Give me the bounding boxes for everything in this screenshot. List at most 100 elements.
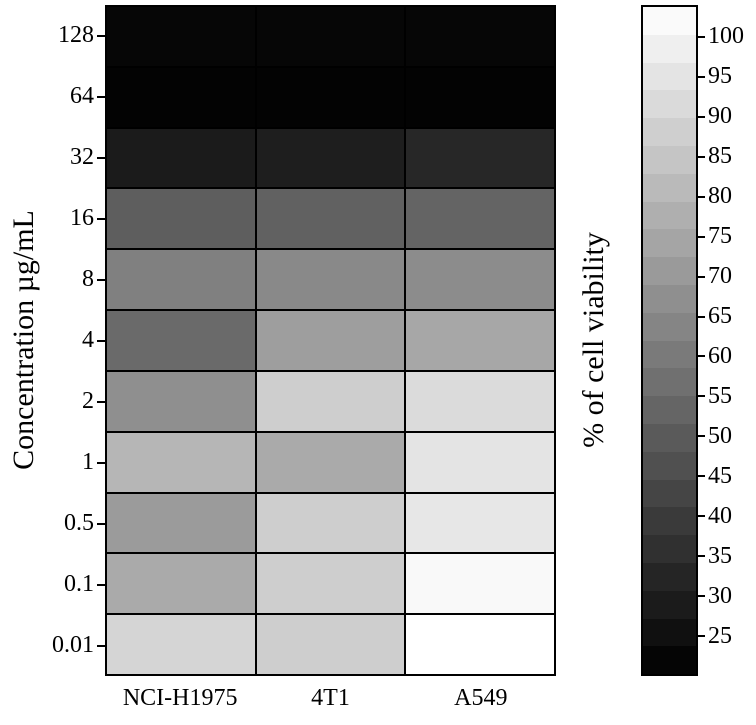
colorbar-band xyxy=(643,396,696,424)
colorbar-band xyxy=(643,618,696,647)
colorbar-tick-mark xyxy=(698,195,705,198)
colorbar-band xyxy=(643,646,696,675)
colorbar-band xyxy=(643,451,696,480)
colorbar-tick-label: 100 xyxy=(708,23,744,50)
colorbar-band xyxy=(643,562,696,591)
y-tick-mark xyxy=(97,34,105,37)
heatmap-cell xyxy=(106,492,256,554)
colorbar-tick-mark xyxy=(698,555,705,558)
colorbar-band xyxy=(643,7,696,35)
y-tick-label: 128 xyxy=(58,22,94,48)
heatmap-cell xyxy=(106,6,256,67)
colorbar-tick-label: 50 xyxy=(708,422,732,449)
colorbar-band xyxy=(643,312,696,341)
colorbar-tick-mark xyxy=(698,515,705,518)
heatmap-cell xyxy=(106,310,256,371)
colorbar xyxy=(641,5,698,676)
heatmap-cell xyxy=(255,370,406,432)
colorbar-tick-mark xyxy=(698,315,705,318)
colorbar-tick-label: 35 xyxy=(708,542,732,569)
x-tick-label: NCI-H1975 xyxy=(122,684,238,711)
y-tick-label: 4 xyxy=(82,327,94,353)
y-tick-label: 0.5 xyxy=(64,510,94,536)
y-tick-mark xyxy=(97,156,105,159)
heatmap-cell xyxy=(106,431,256,493)
x-tick-label: A549 xyxy=(454,684,508,711)
y-tick-label: 64 xyxy=(70,83,94,109)
colorbar-tick-mark xyxy=(698,635,705,638)
y-tick-mark xyxy=(97,95,105,98)
y-tick-label: 0.1 xyxy=(64,571,94,597)
colorbar-band xyxy=(643,201,696,230)
heatmap-cell xyxy=(255,249,406,311)
heatmap-cell xyxy=(405,553,555,615)
colorbar-tick-mark xyxy=(698,275,705,278)
heatmap-cell xyxy=(106,127,256,189)
heatmap-cell xyxy=(255,6,406,67)
colorbar-band xyxy=(643,257,696,285)
heatmap-cell xyxy=(255,431,406,493)
colorbar-band xyxy=(643,173,696,202)
y-tick-mark xyxy=(97,339,105,342)
colorbar-tick-label: 55 xyxy=(708,382,732,409)
heatmap-cell xyxy=(106,370,256,432)
y-tick-mark xyxy=(97,400,105,403)
y-tick-label: 1 xyxy=(82,449,94,475)
y-tick-mark xyxy=(97,461,105,464)
colorbar-tick-mark xyxy=(698,595,705,598)
colorbar-band xyxy=(643,62,696,91)
x-tick-label: 4T1 xyxy=(311,684,350,711)
colorbar-band xyxy=(643,90,696,119)
heatmap-cell xyxy=(255,188,406,250)
colorbar-title: % of cell viability xyxy=(577,232,610,448)
heatmap-cell xyxy=(106,66,256,128)
y-tick-mark xyxy=(97,278,105,281)
heatmap-grid xyxy=(105,5,556,676)
colorbar-tick-label: 70 xyxy=(708,263,732,290)
colorbar-tick-label: 40 xyxy=(708,502,732,529)
colorbar-tick-mark xyxy=(698,115,705,118)
heatmap-cell xyxy=(405,188,555,250)
heatmap-cell xyxy=(255,310,406,371)
colorbar-tick-label: 65 xyxy=(708,303,732,330)
colorbar-tick-label: 30 xyxy=(708,582,732,609)
heatmap-cell xyxy=(405,614,555,675)
heatmap-cell xyxy=(106,614,256,675)
y-tick-mark xyxy=(97,522,105,525)
colorbar-tick-label: 80 xyxy=(708,183,732,210)
y-tick-label: 0.01 xyxy=(52,632,94,658)
colorbar-band xyxy=(643,340,696,369)
y-tick-label: 32 xyxy=(70,144,94,170)
heatmap-cell xyxy=(255,553,406,615)
colorbar-band xyxy=(643,34,696,63)
colorbar-band xyxy=(643,590,696,619)
heatmap-cell xyxy=(405,66,555,128)
heatmap-cell xyxy=(255,66,406,128)
colorbar-tick-mark xyxy=(698,75,705,78)
colorbar-tick-label: 45 xyxy=(708,462,732,489)
heatmap-cell xyxy=(106,188,256,250)
colorbar-band xyxy=(643,479,696,508)
heatmap-cell xyxy=(405,6,555,67)
colorbar-band xyxy=(643,145,696,174)
heatmap-cell xyxy=(405,310,555,371)
colorbar-tick-mark xyxy=(698,355,705,358)
colorbar-band xyxy=(643,423,696,452)
colorbar-tick-mark xyxy=(698,435,705,438)
colorbar-tick-label: 85 xyxy=(708,143,732,170)
y-tick-label: 2 xyxy=(82,388,94,414)
colorbar-tick-label: 25 xyxy=(708,622,732,649)
y-tick-label: 8 xyxy=(82,266,94,292)
heatmap-cell xyxy=(106,553,256,615)
heatmap-cell xyxy=(255,492,406,554)
heatmap-cell xyxy=(405,370,555,432)
colorbar-tick-mark xyxy=(698,235,705,238)
colorbar-tick-label: 90 xyxy=(708,103,732,130)
heatmap-cell xyxy=(405,431,555,493)
colorbar-band xyxy=(643,507,696,536)
colorbar-band xyxy=(643,535,696,563)
colorbar-tick-mark xyxy=(698,35,705,38)
heatmap-cell xyxy=(106,249,256,311)
y-tick-label: 16 xyxy=(70,205,94,231)
